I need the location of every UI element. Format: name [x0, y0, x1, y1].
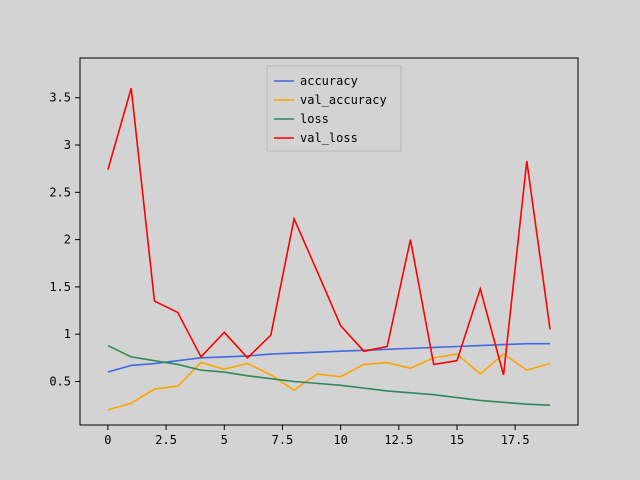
x-tick-label: 17.5 — [501, 433, 530, 447]
series-line-loss — [107, 344, 551, 406]
y-tick-label: 1.5 — [49, 280, 71, 294]
series-line-val-accuracy — [107, 353, 551, 411]
x-tick-label: 12.5 — [384, 433, 413, 447]
x-tick-label: 15 — [450, 433, 464, 447]
x-tick-label: 5 — [221, 433, 228, 447]
x-tick-label: 0 — [104, 433, 111, 447]
x-tick-label: 2.5 — [155, 433, 177, 447]
legend-label-val-loss: val_loss — [300, 131, 358, 145]
x-tick-label: 10 — [333, 433, 347, 447]
legend-label-val-accuracy: val_accuracy — [300, 93, 387, 107]
legend-label-accuracy: accuracy — [300, 74, 358, 88]
y-tick-label: 2 — [64, 233, 71, 247]
legend-label-loss: loss — [300, 112, 329, 126]
y-tick-label: 3.5 — [49, 91, 71, 105]
series-layer — [107, 88, 551, 411]
x-tick-label: 7.5 — [272, 433, 294, 447]
y-tick-label: 1 — [64, 327, 71, 341]
y-tick-label: 2.5 — [49, 185, 71, 199]
x-axis: 0 2.5 5 7.5 10 12.5 15 17.5 — [104, 425, 530, 447]
y-axis: 0.5 1 1.5 2 2.5 3 3.5 — [49, 91, 80, 388]
legend-box — [266, 65, 402, 152]
y-tick-label: 3 — [64, 138, 71, 152]
y-tick-label: 0.5 — [49, 374, 71, 388]
series-line-accuracy — [107, 342, 551, 373]
series-line-val-loss — [107, 88, 551, 376]
